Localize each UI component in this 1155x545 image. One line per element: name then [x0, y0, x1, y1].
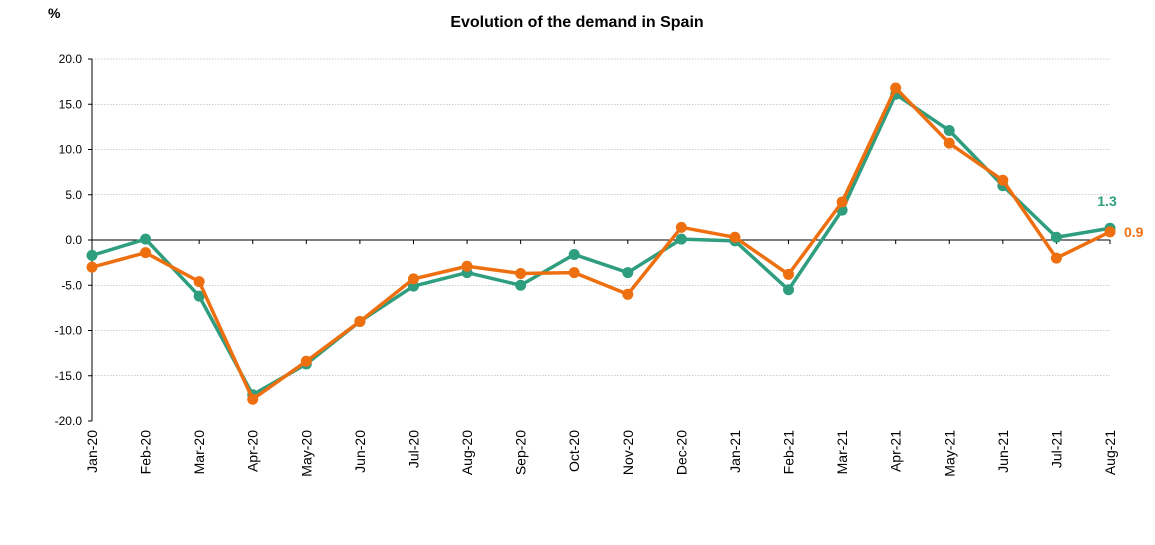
- data-point-orange: [140, 247, 152, 259]
- data-point-orange: [407, 273, 419, 285]
- x-tick-label: Mar-21: [834, 430, 850, 475]
- x-tick-label: Mar-20: [191, 430, 207, 475]
- x-tick-label: Aug-20: [459, 430, 475, 475]
- y-tick-label: -20.0: [55, 414, 83, 428]
- data-point-green: [675, 233, 687, 245]
- data-point-orange: [675, 221, 687, 233]
- series-line-green: [91, 92, 1111, 397]
- data-point-green: [140, 233, 152, 245]
- x-tick-label: Oct-20: [566, 430, 582, 472]
- data-point-orange: [568, 267, 580, 279]
- x-tick-label: Nov-20: [620, 430, 636, 475]
- data-point-orange: [997, 174, 1009, 186]
- x-tick-label: Jul-20: [405, 430, 421, 468]
- y-tick-label: 15.0: [59, 97, 83, 111]
- y-tick-label: 0.0: [65, 233, 82, 247]
- y-tick-label: -15.0: [55, 369, 83, 383]
- data-point-orange: [247, 393, 259, 405]
- x-tick-label: Dec-20: [673, 430, 689, 475]
- x-tick-label: Jan-20: [84, 430, 100, 473]
- data-point-orange: [890, 82, 902, 94]
- x-tick-label: May-21: [941, 430, 957, 477]
- y-tick-label: -5.0: [61, 278, 82, 292]
- x-tick-label: Jun-21: [995, 430, 1011, 473]
- data-point-orange: [783, 268, 795, 280]
- data-point-orange: [193, 276, 205, 288]
- data-point-orange: [515, 267, 527, 279]
- x-tick-label: May-20: [298, 430, 314, 477]
- y-tick-label: 10.0: [59, 143, 83, 157]
- data-point-orange: [1050, 252, 1062, 264]
- data-point-green: [193, 290, 205, 302]
- data-point-green: [86, 249, 98, 261]
- y-tick-label: 5.0: [65, 188, 82, 202]
- x-tick-label: Apr-20: [245, 430, 261, 472]
- data-point-orange: [354, 315, 366, 327]
- chart-title: Evolution of the demand in Spain: [450, 14, 703, 31]
- y-tick-label: -10.0: [55, 324, 83, 338]
- x-tick-label: Jan-21: [727, 430, 743, 473]
- data-point-green: [568, 248, 580, 260]
- y-axis-label: %: [48, 5, 61, 21]
- y-tick-label: 20.0: [59, 52, 83, 66]
- data-point-orange: [729, 231, 741, 243]
- x-tick-label: Aug-21: [1102, 430, 1118, 475]
- data-point-orange: [836, 196, 848, 208]
- x-tick-label: Apr-21: [888, 430, 904, 472]
- x-tick-label: Feb-20: [138, 430, 154, 475]
- data-point-orange: [461, 260, 473, 272]
- data-point-orange: [86, 261, 98, 273]
- data-point-orange: [622, 288, 634, 300]
- data-point-green: [515, 279, 527, 291]
- data-point-green: [943, 124, 955, 136]
- data-point-green: [1050, 231, 1062, 243]
- x-tick-label: Sep-20: [513, 430, 529, 475]
- x-tick-label: Jul-21: [1048, 430, 1064, 468]
- data-point-green: [783, 284, 795, 296]
- x-tick-label: Feb-21: [781, 430, 797, 475]
- data-point-green: [622, 267, 634, 279]
- data-point-orange: [300, 355, 312, 367]
- end-label-orange: 0.9: [1124, 224, 1144, 240]
- end-label-green: 1.3: [1097, 193, 1117, 209]
- series-line-orange: [91, 86, 1111, 402]
- data-point-orange: [1104, 226, 1116, 238]
- x-tick-label: Jun-20: [352, 430, 368, 473]
- data-point-orange: [943, 137, 955, 149]
